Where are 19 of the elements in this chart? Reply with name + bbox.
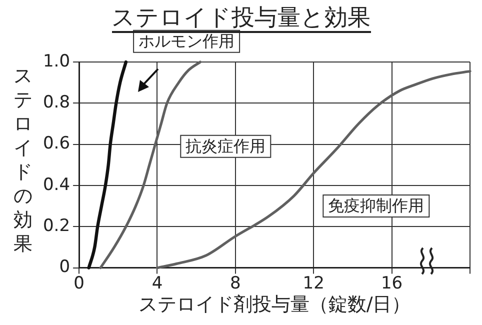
chart-title: ステロイド投与量と効果 (112, 5, 370, 33)
y-tick-label: 1.0 (42, 51, 70, 72)
x-tick-label: 8 (230, 273, 241, 294)
y-tick-label: 0.8 (42, 92, 70, 113)
x-tick-label: 16 (380, 273, 403, 294)
x-axis-title: ステロイド剤投与量（錠数/日） (138, 294, 411, 316)
y-tick-label: 0.2 (42, 216, 70, 236)
y-tick-label: 0.4 (42, 174, 70, 195)
series-label: 免疫抑制作用 (328, 196, 424, 216)
line-series (156, 70, 472, 270)
x-tick-label: 12 (302, 273, 324, 294)
y-tick-label: 0.6 (42, 134, 70, 154)
y-axis-title: ステロイドの効果 (12, 64, 34, 256)
line-series (87, 60, 128, 270)
series-label: ホルモン作用 (138, 32, 235, 51)
y-tick-label: 0 (59, 257, 70, 278)
x-tick-label: 0 (74, 273, 84, 294)
series-label: 抗炎症作用 (186, 136, 266, 156)
x-tick-label: 4 (152, 273, 163, 294)
